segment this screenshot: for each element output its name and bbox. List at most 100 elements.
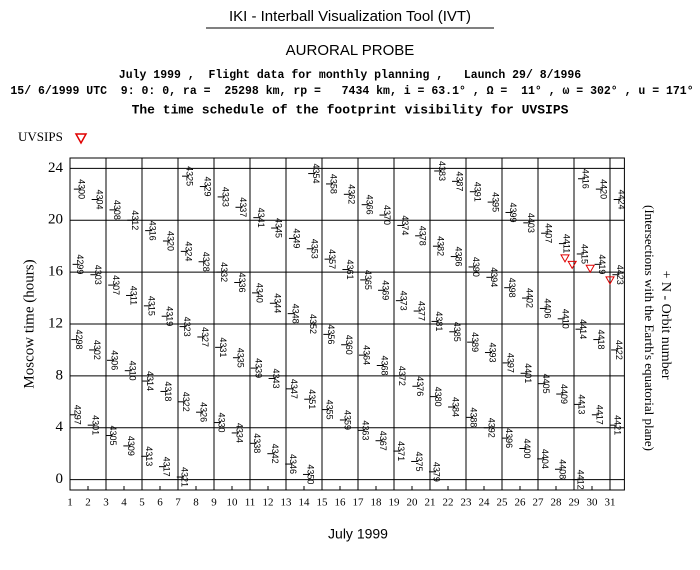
- orbit-label: 4388: [469, 407, 479, 427]
- visibility-marker: [567, 260, 578, 270]
- orbit-label: 4313: [144, 446, 154, 466]
- orbit-label: 4300: [76, 179, 86, 199]
- orbit-label: 4385: [452, 322, 462, 342]
- orbit-label: 4410: [560, 309, 570, 329]
- x-tick-label: 24: [479, 497, 491, 509]
- orbit-label: 4370: [382, 205, 392, 225]
- orbit-label: 4392: [486, 418, 496, 438]
- orbit-label: 4344: [272, 293, 282, 313]
- orbit-label: 4365: [363, 270, 373, 290]
- orbit-label: 4375: [414, 451, 424, 471]
- y-tick-label: 4: [56, 419, 64, 435]
- orbit-label: 4339: [253, 358, 263, 378]
- orbit-label: 4338: [252, 433, 262, 453]
- orbit-label: 4416: [581, 169, 591, 189]
- orbit-label: 4307: [111, 275, 121, 295]
- orbit-label: 4373: [398, 291, 408, 311]
- info-line: July 1999 , Flight data for monthly plan…: [119, 69, 581, 82]
- orbit-label: 4325: [185, 166, 195, 186]
- orbit-label: 4310: [127, 361, 137, 381]
- x-tick-label: 26: [515, 497, 527, 509]
- orbit-label: 4379: [432, 462, 442, 482]
- orbit-label: 4377: [416, 301, 426, 321]
- orbit-label: 4346: [288, 454, 298, 474]
- orbit-label: 4395: [490, 192, 500, 212]
- orbit-label: 4312: [130, 210, 140, 230]
- orbit-label: 4406: [542, 298, 552, 318]
- x-tick-label: 7: [175, 497, 181, 509]
- orbit-label: 4393: [488, 343, 498, 363]
- orbit-label: 4319: [164, 306, 174, 326]
- orbit-label: 4352: [308, 314, 318, 334]
- x-tick-label: 22: [443, 497, 454, 509]
- orbit-label: 4343: [271, 368, 281, 388]
- x-axis-label: July 1999: [328, 526, 388, 542]
- orbit-label: 4314: [145, 371, 155, 391]
- orbit-label: 4372: [397, 366, 407, 386]
- x-tick-label: 14: [299, 497, 311, 509]
- orbit-label: 4301: [90, 415, 100, 435]
- x-tick-label: 16: [335, 497, 347, 509]
- orbit-label: 4340: [255, 283, 265, 303]
- y-tick-label: 16: [48, 264, 64, 280]
- y-axis-label: Moscow time (hours): [21, 259, 37, 388]
- orbit-label: 4309: [126, 436, 136, 456]
- orbit-label: 4424: [616, 189, 626, 209]
- orbit-label: 4335: [236, 348, 246, 368]
- orbit-label: 4368: [379, 355, 389, 375]
- orbit-label: 4311: [129, 286, 139, 305]
- orbit-label: 4367: [378, 431, 388, 451]
- orbit-label: 4356: [326, 324, 336, 344]
- x-tick-label: 5: [139, 497, 145, 509]
- x-tick-label: 18: [371, 497, 383, 509]
- orbit-label: 4334: [234, 423, 244, 443]
- x-tick-label: 9: [211, 497, 217, 509]
- orbit-label: 4396: [504, 428, 514, 448]
- orbit-label: 4391: [472, 182, 482, 202]
- x-tick-label: 31: [605, 497, 616, 509]
- orbit-label: 4387: [455, 171, 465, 191]
- orbit-label: 4384: [451, 397, 461, 417]
- orbit-label: 4418: [596, 330, 606, 350]
- orbit-label: 4315: [146, 296, 156, 316]
- x-tick-label: 3: [103, 497, 109, 509]
- orbit-label: 4386: [453, 247, 463, 267]
- orbit-label: 4415: [579, 244, 589, 264]
- orbit-label: 4402: [525, 288, 535, 308]
- orbit-label: 4422: [614, 340, 624, 360]
- x-tick-label: 20: [407, 497, 419, 509]
- orbit-label: 4366: [364, 195, 374, 215]
- y-tick-label: 20: [48, 212, 63, 228]
- orbit-label: 4333: [220, 187, 230, 207]
- orbit-label: 4390: [471, 257, 481, 277]
- orbit-label: 4348: [290, 304, 300, 324]
- orbit-label: 4394: [489, 267, 499, 287]
- orbit-label: 4342: [270, 444, 280, 464]
- orbit-label: 4423: [615, 265, 625, 285]
- orbit-label: 4318: [163, 381, 173, 401]
- orbit-label: 4358: [329, 174, 339, 194]
- orbit-label: 4297: [73, 405, 83, 425]
- x-tick-label: 29: [569, 497, 581, 509]
- orbit-label: 4303: [93, 265, 103, 285]
- orbit-label: 4413: [577, 394, 587, 414]
- orbit-label: 4357: [327, 249, 337, 269]
- orbit-label: 4407: [544, 223, 554, 243]
- x-tick-label: 17: [353, 497, 365, 509]
- orbit-label: 4308: [112, 200, 122, 220]
- orbit-label: 4420: [598, 179, 608, 199]
- orbit-label: 4341: [256, 208, 266, 228]
- orbit-label: 4354: [311, 164, 321, 184]
- orbit-label: 4403: [526, 213, 536, 233]
- chart-title: IKI - Interball Visualization Tool (IVT): [229, 8, 471, 25]
- y-tick-label: 8: [56, 367, 64, 383]
- orbit-label: 4398: [507, 278, 517, 298]
- orbit-label: 4421: [612, 415, 622, 435]
- x-tick-label: 19: [389, 497, 401, 509]
- orbit-label: 4304: [94, 189, 104, 209]
- orbit-label: 4323: [182, 317, 192, 337]
- y-tick-label: 0: [56, 471, 64, 487]
- orbit-label: 4330: [217, 413, 227, 433]
